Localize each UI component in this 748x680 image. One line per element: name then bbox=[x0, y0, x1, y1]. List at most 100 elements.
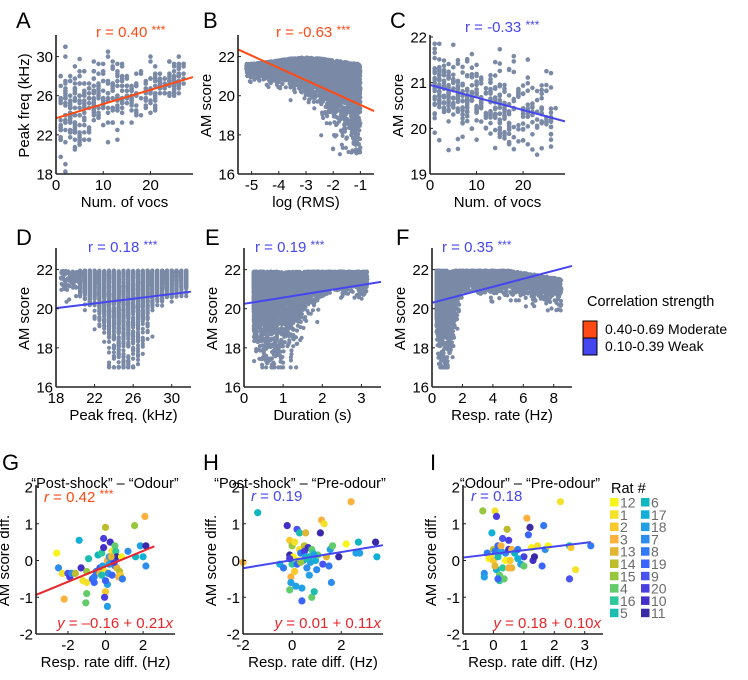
data-point bbox=[344, 135, 349, 140]
data-point bbox=[115, 127, 120, 133]
data-point bbox=[502, 86, 507, 92]
data-point bbox=[319, 67, 324, 72]
panel-letter: C bbox=[390, 8, 406, 33]
data-point bbox=[82, 117, 87, 123]
data-point bbox=[469, 51, 475, 57]
data-point bbox=[77, 56, 82, 62]
data-point bbox=[357, 90, 363, 95]
data-point bbox=[77, 81, 82, 86]
data-point bbox=[91, 83, 97, 89]
data-point bbox=[63, 86, 68, 91]
data-point bbox=[86, 86, 92, 91]
data-point bbox=[67, 135, 73, 140]
data-point bbox=[77, 113, 82, 118]
data-point bbox=[474, 79, 479, 84]
data-point bbox=[346, 69, 351, 74]
data-point bbox=[58, 122, 63, 128]
data-point bbox=[330, 69, 335, 74]
data-point bbox=[339, 142, 344, 147]
data-point bbox=[441, 58, 447, 63]
data-point bbox=[548, 85, 554, 90]
x-tick-label: -4 bbox=[272, 177, 285, 194]
data-point bbox=[437, 93, 442, 98]
data-point bbox=[548, 110, 554, 115]
data-point bbox=[488, 131, 493, 136]
data-point bbox=[469, 83, 475, 88]
data-point bbox=[105, 91, 111, 96]
data-point bbox=[115, 69, 120, 74]
data-point bbox=[119, 110, 125, 116]
data-point bbox=[77, 100, 82, 106]
data-point bbox=[354, 74, 359, 79]
data-point bbox=[525, 124, 531, 129]
data-point bbox=[91, 76, 97, 81]
data-point bbox=[474, 118, 479, 123]
data-point bbox=[115, 83, 120, 89]
data-point bbox=[152, 98, 158, 103]
data-point bbox=[441, 69, 447, 75]
data-point bbox=[157, 91, 163, 96]
x-axis-label: Num. of vocs bbox=[81, 194, 169, 211]
data-point bbox=[497, 125, 503, 131]
data-point bbox=[534, 88, 540, 94]
data-point bbox=[124, 88, 130, 94]
data-point bbox=[100, 61, 106, 67]
data-point bbox=[337, 152, 342, 157]
data-point bbox=[502, 110, 507, 115]
data-point bbox=[148, 98, 153, 103]
y-axis-label: AM score bbox=[198, 74, 215, 137]
data-point bbox=[354, 148, 359, 153]
data-point bbox=[296, 56, 301, 61]
data-point bbox=[283, 85, 288, 90]
data-point bbox=[167, 71, 172, 76]
y-axis-label: Peak freq (kHz) bbox=[16, 53, 33, 157]
data-point bbox=[432, 130, 438, 135]
data-point bbox=[324, 92, 329, 97]
data-point bbox=[488, 77, 493, 82]
data-point bbox=[244, 65, 249, 71]
data-point bbox=[437, 64, 442, 70]
data-point bbox=[525, 88, 531, 93]
data-point bbox=[497, 47, 503, 52]
data-point bbox=[492, 127, 498, 133]
data-point bbox=[358, 145, 363, 150]
data-point bbox=[341, 62, 346, 67]
data-point bbox=[464, 73, 470, 79]
data-point bbox=[77, 130, 82, 135]
data-point bbox=[432, 41, 438, 47]
data-point bbox=[302, 60, 308, 65]
data-point bbox=[437, 137, 442, 143]
data-point bbox=[143, 86, 149, 91]
data-point bbox=[129, 103, 134, 108]
data-point bbox=[96, 86, 101, 91]
y-tick-label: 26 bbox=[36, 88, 53, 105]
data-point bbox=[441, 63, 447, 69]
data-point bbox=[72, 64, 78, 69]
data-point bbox=[530, 101, 535, 106]
data-point bbox=[105, 139, 111, 145]
data-point bbox=[91, 117, 97, 123]
x-tick-label: 0 bbox=[426, 177, 434, 194]
data-point bbox=[63, 161, 68, 167]
data-point bbox=[530, 119, 535, 125]
data-point bbox=[119, 78, 125, 84]
data-point bbox=[455, 136, 461, 142]
data-point bbox=[181, 61, 186, 67]
data-point bbox=[455, 109, 461, 114]
data-point bbox=[492, 145, 498, 151]
data-point bbox=[82, 130, 87, 135]
data-point bbox=[497, 82, 503, 87]
data-point bbox=[82, 110, 87, 116]
r-value: r = -0.63 bbox=[276, 24, 336, 41]
data-point bbox=[148, 59, 153, 64]
data-point bbox=[91, 100, 97, 106]
data-point bbox=[437, 57, 442, 62]
data-point bbox=[469, 126, 475, 131]
data-point bbox=[331, 147, 336, 152]
data-point bbox=[310, 60, 315, 65]
data-point bbox=[483, 125, 489, 131]
data-point bbox=[100, 78, 106, 84]
data-point bbox=[138, 69, 144, 74]
data-point bbox=[319, 133, 324, 138]
